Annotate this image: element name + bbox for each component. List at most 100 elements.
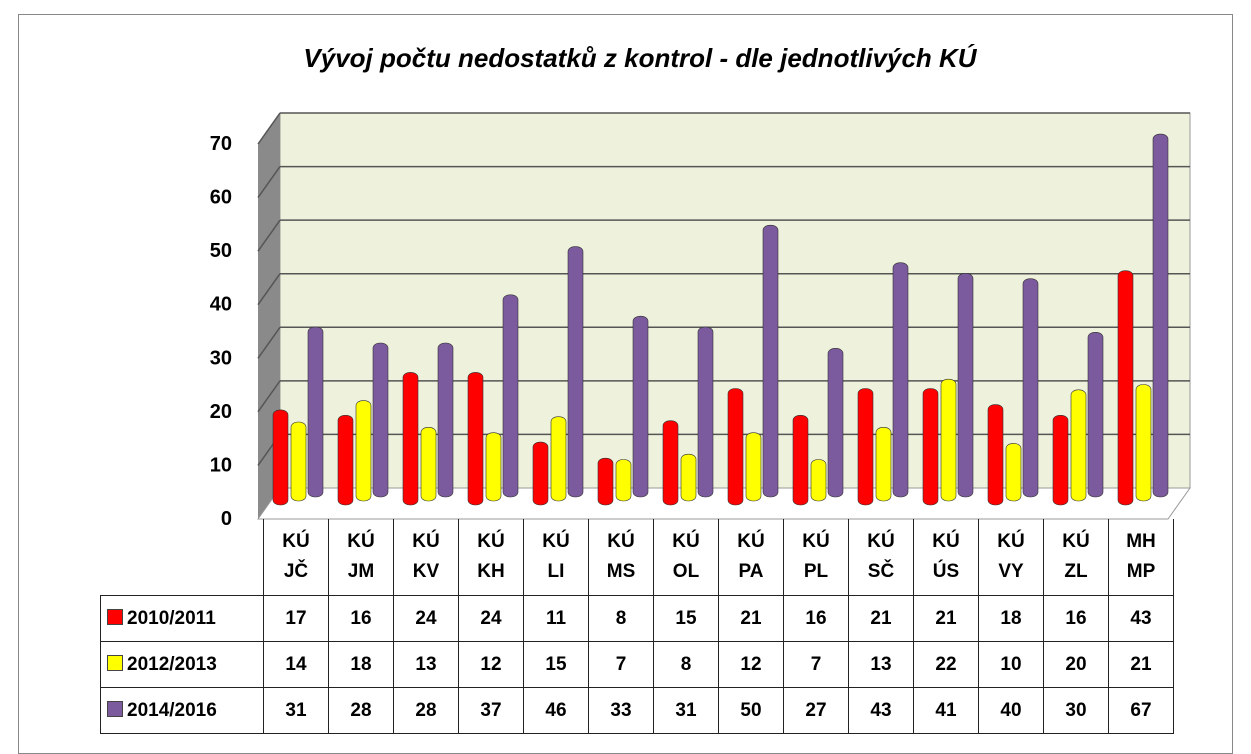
x-tick-label: KÚ ZL: [1062, 531, 1090, 582]
category-cell: KÚ PA: [718, 519, 784, 596]
value-cell: 31: [263, 687, 329, 734]
category-cell: MH MP: [1108, 519, 1174, 596]
value-cell: 21: [718, 595, 784, 642]
value-cell: 10: [978, 641, 1044, 688]
bar: [532, 441, 549, 506]
bar: [1052, 414, 1069, 506]
value-cell: 18: [328, 641, 394, 688]
x-tick-label: KÚ JČ: [282, 531, 310, 582]
y-tick-label: 50: [210, 240, 232, 262]
legend-label: 2010/2011: [127, 607, 216, 629]
bar: [892, 262, 909, 498]
bar: [632, 315, 649, 498]
value-cell: 15: [523, 641, 589, 688]
value-cell: 8: [588, 595, 654, 642]
category-cell: KÚ SČ: [848, 519, 914, 596]
category-cell: KÚ KV: [393, 519, 459, 596]
bar: [337, 414, 354, 506]
value-cell: 67: [1108, 687, 1174, 734]
bar: [940, 378, 957, 502]
x-tick-label: KÚ MS: [606, 531, 636, 582]
y-tick-label: 70: [210, 133, 232, 155]
bar: [745, 432, 762, 502]
value-cell: 12: [718, 641, 784, 688]
value-cell: 15: [653, 595, 719, 642]
x-tick-label: MH MP: [1126, 531, 1156, 582]
value-cell: 22: [913, 641, 979, 688]
bar: [792, 414, 809, 506]
value-cell: 28: [393, 687, 459, 734]
value-cell: 20: [1043, 641, 1109, 688]
y-tick-label: 30: [210, 347, 232, 369]
value-cell: 31: [653, 687, 719, 734]
blank-cell: [101, 519, 264, 596]
value-cell: 24: [393, 595, 459, 642]
x-tick-label: KÚ JM: [347, 531, 375, 582]
value-cell: 12: [458, 641, 524, 688]
bar: [290, 421, 307, 502]
bar: [1152, 133, 1169, 498]
category-cell: KÚ PL: [783, 519, 849, 596]
value-cell: 43: [1108, 595, 1174, 642]
legend-swatch: [107, 654, 123, 671]
grid-line: [257, 112, 281, 145]
bar: [987, 404, 1004, 506]
category-cell: KÚ OL: [653, 519, 719, 596]
x-tick-label: KÚ OL: [672, 531, 700, 582]
value-cell: 46: [523, 687, 589, 734]
value-cell: 13: [393, 641, 459, 688]
x-tick-label: KÚ PL: [802, 531, 830, 582]
y-tick-label: 20: [210, 401, 232, 423]
bar: [1087, 331, 1104, 498]
legend-swatch: [107, 700, 123, 717]
value-cell: 11: [523, 595, 589, 642]
bar: [1135, 384, 1152, 502]
legend-entry: 2012/2013: [100, 641, 264, 688]
value-cell: 16: [783, 595, 849, 642]
bar: [402, 372, 419, 506]
value-cell: 17: [263, 595, 329, 642]
legend-entry: 2014/2016: [100, 687, 264, 734]
bar: [827, 348, 844, 498]
grid-line: [257, 380, 281, 413]
value-cell: 27: [783, 687, 849, 734]
legend-label: 2012/2013: [127, 653, 217, 675]
value-cell: 21: [1108, 641, 1174, 688]
bar: [437, 342, 454, 498]
x-tick-label: KÚ VY: [997, 531, 1025, 582]
value-cell: 16: [328, 595, 394, 642]
bar: [567, 246, 584, 498]
legend-label: 2014/2016: [127, 699, 217, 721]
value-cell: 18: [978, 595, 1044, 642]
grid-line: [257, 326, 281, 359]
value-cell: 16: [1043, 595, 1109, 642]
value-cell: 37: [458, 687, 524, 734]
category-cell: KÚ JČ: [263, 519, 329, 596]
bar: [875, 427, 892, 502]
y-tick-label: 40: [210, 294, 232, 316]
bar: [1022, 278, 1039, 498]
category-cell: KÚ JM: [328, 519, 394, 596]
bar: [307, 326, 324, 498]
value-cell: 21: [913, 595, 979, 642]
value-cell: 43: [848, 687, 914, 734]
x-tick-label: KÚ LI: [542, 531, 570, 582]
bar: [810, 459, 827, 502]
value-cell: 14: [263, 641, 329, 688]
value-cell: 33: [588, 687, 654, 734]
bar: [502, 294, 519, 498]
x-tick-label: KÚ KV: [412, 531, 440, 582]
bar: [922, 388, 939, 506]
value-cell: 8: [653, 641, 719, 688]
bar: [662, 420, 679, 506]
bar: [727, 388, 744, 506]
bar: [420, 427, 437, 502]
value-cell: 30: [1043, 687, 1109, 734]
value-cell: 7: [783, 641, 849, 688]
bar: [615, 459, 632, 502]
bar: [1005, 443, 1022, 502]
bar: [697, 326, 714, 498]
bar: [355, 400, 372, 502]
legend-swatch: [107, 608, 123, 625]
